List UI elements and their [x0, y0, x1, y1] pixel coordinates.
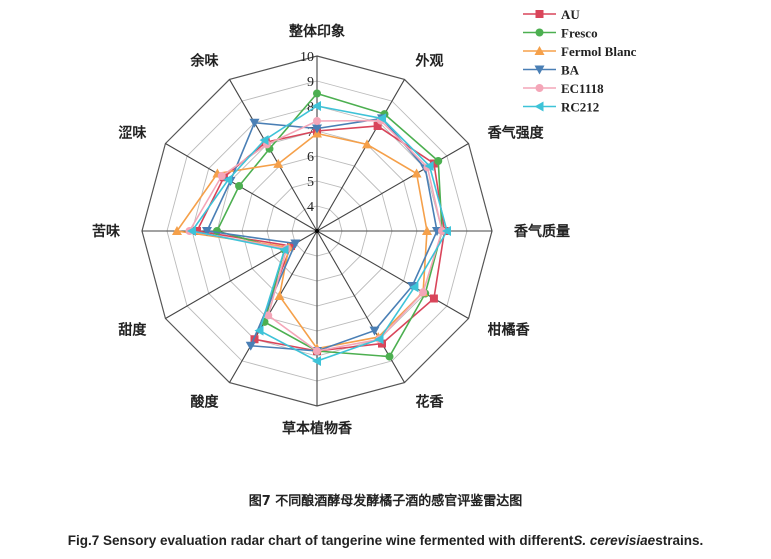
data-point: [274, 290, 285, 300]
axis-label: 涩味: [118, 126, 146, 142]
data-point: [434, 157, 443, 165]
data-point: [264, 311, 273, 320]
data-point: [378, 339, 386, 348]
data-point: [259, 135, 269, 146]
legend-marker: [535, 10, 544, 18]
data-point: [223, 174, 233, 185]
tick-label: 10: [300, 50, 314, 65]
data-point: [411, 168, 422, 178]
data-point: [313, 347, 321, 355]
axis-label: 柑橘香: [488, 322, 531, 339]
axis-spoke: [229, 79, 318, 232]
data-point: [442, 226, 451, 236]
data-point: [312, 124, 322, 134]
data-point: [409, 282, 419, 293]
tick-label: 9: [307, 75, 314, 90]
data-point: [429, 294, 438, 303]
data-point: [422, 226, 432, 235]
axis-label: 酸度: [191, 394, 220, 411]
data-point: [273, 158, 284, 168]
legend-marker: [534, 65, 545, 75]
data-point: [254, 325, 264, 336]
tick-label: 6: [307, 150, 314, 165]
axis-spoke: [316, 143, 469, 232]
data-point: [313, 117, 321, 125]
data-point: [424, 161, 434, 171]
data-point: [385, 352, 394, 361]
data-point: [202, 227, 212, 236]
data-point: [279, 244, 289, 255]
caption-suffix: strains.: [655, 533, 704, 548]
data-point: [419, 288, 428, 297]
data-point: [313, 89, 321, 98]
axis-label: 整体印象: [288, 23, 345, 40]
data-point: [250, 335, 259, 344]
data-point: [374, 334, 384, 345]
radar-chart: 整体印象外观香气强度香气质量柑橘香花香草本植物香酸度甜度苦味涩味余味456789…: [92, 7, 637, 437]
legend-marker: [535, 28, 544, 37]
axis-label: 香气强度: [487, 125, 545, 142]
data-point: [369, 326, 380, 336]
legend-marker: [534, 46, 545, 55]
legend-marker: [535, 84, 544, 92]
axis-label: 余味: [190, 52, 219, 69]
axis-spoke: [316, 230, 469, 319]
data-point: [172, 226, 182, 235]
data-point: [290, 239, 301, 249]
data-point: [217, 172, 226, 180]
data-point: [312, 101, 321, 111]
axis-label: 甜度: [118, 322, 147, 339]
data-point: [193, 227, 201, 235]
axis-label: 花香: [416, 394, 445, 411]
data-point: [312, 356, 321, 366]
legend-marker: [534, 101, 544, 112]
data-point: [377, 113, 386, 124]
data-point: [362, 139, 372, 149]
axis-spoke: [229, 230, 318, 383]
axis-label: 苦味: [92, 223, 120, 240]
axis-label: 外观: [416, 52, 444, 69]
legend-label: EC1118: [561, 81, 604, 96]
axis-spoke: [316, 79, 405, 232]
axis-label: 草本植物香: [282, 420, 353, 437]
tick-label: 5: [307, 175, 314, 190]
data-point: [373, 121, 382, 130]
tick-label: 4: [307, 200, 314, 215]
caption-chinese: 图7 不同酿酒酵母发酵橘子酒的感官评鉴雷达图: [248, 494, 523, 509]
legend-label: RC212: [561, 100, 599, 115]
legend-label: Fresco: [561, 26, 598, 41]
data-point: [429, 159, 438, 168]
tick-label: 8: [307, 100, 314, 115]
data-point: [235, 182, 244, 190]
caption-species: S. cerevisiae: [573, 533, 656, 548]
data-point: [249, 118, 260, 128]
center-point: [315, 229, 319, 233]
data-point: [187, 226, 196, 236]
caption-prefix: Fig.7 Sensory evaluation radar chart of …: [67, 533, 574, 548]
legend-label: BA: [561, 63, 580, 78]
caption-english: Fig.7 Sensory evaluation radar chart of …: [0, 533, 771, 548]
data-point: [287, 242, 296, 250]
legend-label: Fermol Blanc: [561, 44, 637, 59]
data-point: [245, 341, 256, 351]
legend-label: AU: [561, 7, 580, 22]
data-point: [213, 227, 221, 235]
axis-label: 香气质量: [513, 223, 570, 240]
